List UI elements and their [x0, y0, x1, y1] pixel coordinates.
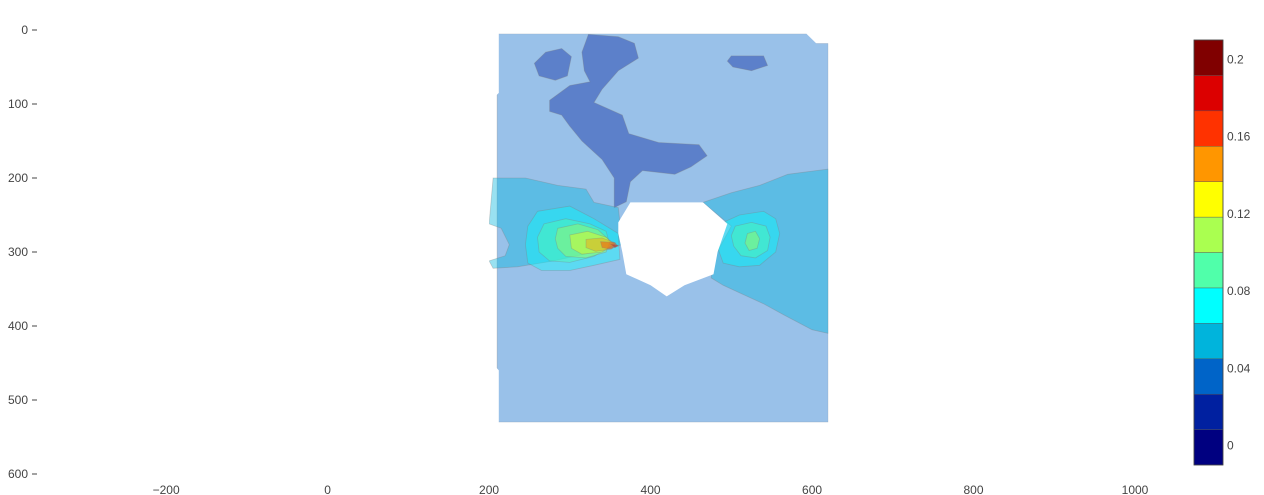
contour-band-10	[554, 223, 611, 259]
y-tick-label: 600	[8, 467, 28, 481]
contour-band-15	[609, 243, 620, 249]
y-tick-label: 500	[8, 393, 28, 407]
contour-band-1	[549, 33, 708, 209]
contour-band-8	[537, 218, 611, 263]
y-tick-label: 200	[8, 171, 28, 185]
colorbar-bin	[1193, 110, 1224, 147]
x-tick-label: 0	[324, 483, 331, 495]
y-axis: 0 100 200 300 400 500 600	[8, 23, 37, 481]
colorbar-bin	[1193, 146, 1224, 182]
contour-band-6	[524, 205, 621, 271]
y-tick-label: 0	[21, 23, 28, 37]
x-tick-label: −200	[153, 483, 180, 495]
colorbar-bin	[1193, 287, 1224, 324]
contour-band-11	[744, 230, 761, 251]
contour-band-3	[726, 55, 769, 72]
x-axis: −200 0 200 400 600 800 1000	[153, 483, 1149, 495]
colorbar-bin	[1193, 323, 1224, 359]
plot-area	[489, 33, 829, 423]
colorbar-bin	[1193, 429, 1224, 466]
contour-band-7	[714, 210, 781, 268]
contour-band-14	[599, 241, 620, 250]
contour-band-4	[489, 177, 623, 269]
x-tick-label: 400	[641, 483, 661, 495]
colorbar-tick-label: 0	[1227, 439, 1234, 453]
colorbar-frame	[1193, 39, 1224, 466]
colorbar-bin	[1193, 393, 1224, 430]
x-tick-label: 600	[802, 483, 822, 495]
colorbar-bin	[1193, 216, 1224, 253]
y-tick-label: 100	[8, 97, 28, 111]
colorbar-bin	[1193, 181, 1224, 218]
colorbar-bin	[1193, 252, 1224, 289]
colorbar-tick-label: 0.2	[1227, 52, 1244, 66]
colorbar-tick-label: 0.08	[1227, 284, 1251, 298]
contour-band-12	[569, 230, 615, 255]
colorbar-tick-label: 0.16	[1227, 130, 1251, 144]
hole-cutout	[618, 202, 728, 297]
x-tick-label: 200	[479, 483, 499, 495]
colorbar-tick-label: 0.12	[1227, 207, 1251, 221]
colorbar-tick-label: 0.04	[1227, 361, 1251, 375]
contour-band-2	[533, 48, 572, 81]
colorbar-bin	[1193, 75, 1224, 112]
colorbar: 0 0.04 0.08 0.12 0.16 0.2	[1193, 39, 1251, 466]
x-tick-label: 1000	[1122, 483, 1149, 495]
contour-band-9	[730, 221, 771, 259]
contour-band-13	[585, 237, 617, 252]
y-tick-label: 300	[8, 245, 28, 259]
colorbar-bin	[1193, 358, 1224, 395]
y-tick-label: 400	[8, 319, 28, 333]
x-tick-label: 800	[964, 483, 984, 495]
colorbar-bin	[1193, 39, 1224, 76]
